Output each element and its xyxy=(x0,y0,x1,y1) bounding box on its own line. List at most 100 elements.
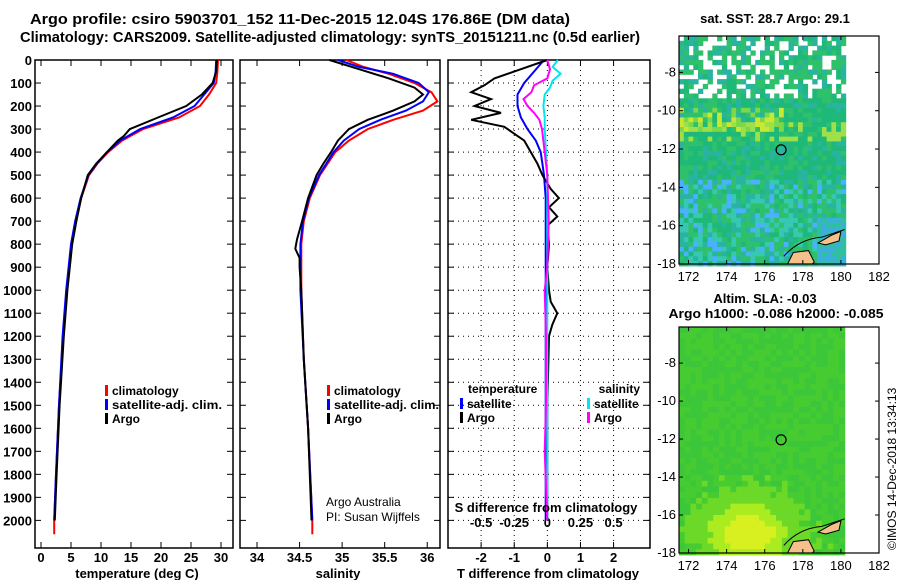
map-cell xyxy=(730,338,737,345)
map-cell xyxy=(831,256,837,262)
map-cell xyxy=(799,418,806,425)
map-cell xyxy=(736,423,743,431)
map-cell xyxy=(812,184,818,190)
map-cell xyxy=(719,543,726,550)
map-cell xyxy=(707,122,713,128)
map-cell xyxy=(721,55,728,61)
map-cell xyxy=(798,74,804,80)
map-cell xyxy=(826,136,832,142)
map-cell xyxy=(701,446,709,453)
map-cell xyxy=(679,537,686,544)
map-cell xyxy=(702,251,709,257)
map-cell xyxy=(683,218,690,224)
map-cell xyxy=(683,45,690,51)
map-cell xyxy=(816,458,823,465)
map-cell xyxy=(788,93,794,99)
map-cell xyxy=(736,117,742,123)
map-cell xyxy=(770,515,777,522)
map-cell xyxy=(696,509,703,516)
map-cell xyxy=(683,151,690,157)
map-cell xyxy=(759,549,766,556)
map-cell xyxy=(759,509,766,516)
map-cell xyxy=(799,349,806,356)
map-cell xyxy=(759,480,766,487)
map-cell xyxy=(781,361,789,368)
map-cell xyxy=(826,88,832,94)
map-cell xyxy=(764,146,770,152)
map-cell xyxy=(821,203,828,209)
map-cell xyxy=(721,218,728,224)
map-cell xyxy=(724,349,731,356)
map-cell xyxy=(760,198,766,205)
map-cell xyxy=(690,497,697,505)
map-cell xyxy=(783,103,790,109)
map-cell xyxy=(683,64,690,70)
map-cell xyxy=(827,372,834,379)
map-cell xyxy=(755,237,761,243)
map-cell xyxy=(740,141,747,147)
map-cell xyxy=(679,492,686,499)
map-cell xyxy=(726,93,732,99)
map-cell xyxy=(816,384,823,391)
map-cell xyxy=(781,469,789,476)
map-cell xyxy=(760,103,766,109)
map-cell xyxy=(812,242,818,248)
map-cell xyxy=(721,141,728,147)
map-cell xyxy=(741,537,749,544)
map-cell xyxy=(745,131,751,138)
map-cell xyxy=(679,423,686,431)
map-cell xyxy=(741,440,749,448)
map-cell xyxy=(779,179,785,185)
map-cell xyxy=(707,520,714,527)
x-tick-label: 36 xyxy=(420,550,434,565)
map-cell xyxy=(717,246,723,253)
map-cell xyxy=(787,338,794,345)
map-cell xyxy=(713,384,720,391)
map-cell xyxy=(740,198,747,205)
map-cell xyxy=(747,503,754,510)
map-cell xyxy=(802,131,809,138)
map-cell xyxy=(804,497,811,505)
map-cell xyxy=(821,475,829,482)
map-cell xyxy=(798,222,804,229)
y-tick-label: 700 xyxy=(10,214,32,229)
map-cell xyxy=(726,131,732,138)
map-cell xyxy=(770,366,777,374)
map-cell xyxy=(698,203,704,209)
map-cell xyxy=(760,242,766,248)
map-cell xyxy=(817,103,823,109)
map-cell xyxy=(769,184,775,190)
map-cell xyxy=(683,93,690,99)
map-cell xyxy=(755,242,761,248)
map-cell xyxy=(836,174,842,181)
map-cell xyxy=(696,338,703,345)
map-cell xyxy=(836,165,842,171)
map-cell xyxy=(798,93,804,99)
map-cell xyxy=(839,532,846,539)
map-cell xyxy=(731,83,737,90)
x-tick-label: 10 xyxy=(94,550,108,565)
legend-label: climatology xyxy=(334,384,401,398)
map-cell xyxy=(793,361,800,368)
map-cell xyxy=(840,179,847,185)
map-cell xyxy=(788,170,794,176)
map-cell xyxy=(817,88,823,94)
map-cell xyxy=(740,79,747,85)
map-cell xyxy=(817,189,823,195)
map-cell xyxy=(740,232,747,238)
map-cell xyxy=(745,59,751,66)
map-cell xyxy=(774,155,780,161)
map-cell xyxy=(736,372,743,379)
map-cell xyxy=(679,327,686,334)
map-cell xyxy=(793,526,800,533)
map-cell xyxy=(696,389,703,396)
map-cell xyxy=(679,372,686,379)
map-cell xyxy=(793,136,799,142)
map-cell xyxy=(721,174,728,181)
map-cell xyxy=(788,131,794,138)
map-cell xyxy=(688,227,694,233)
map-cell xyxy=(831,198,837,205)
map-cell xyxy=(816,395,823,402)
map-cell xyxy=(684,509,691,516)
map-cell xyxy=(759,372,766,379)
